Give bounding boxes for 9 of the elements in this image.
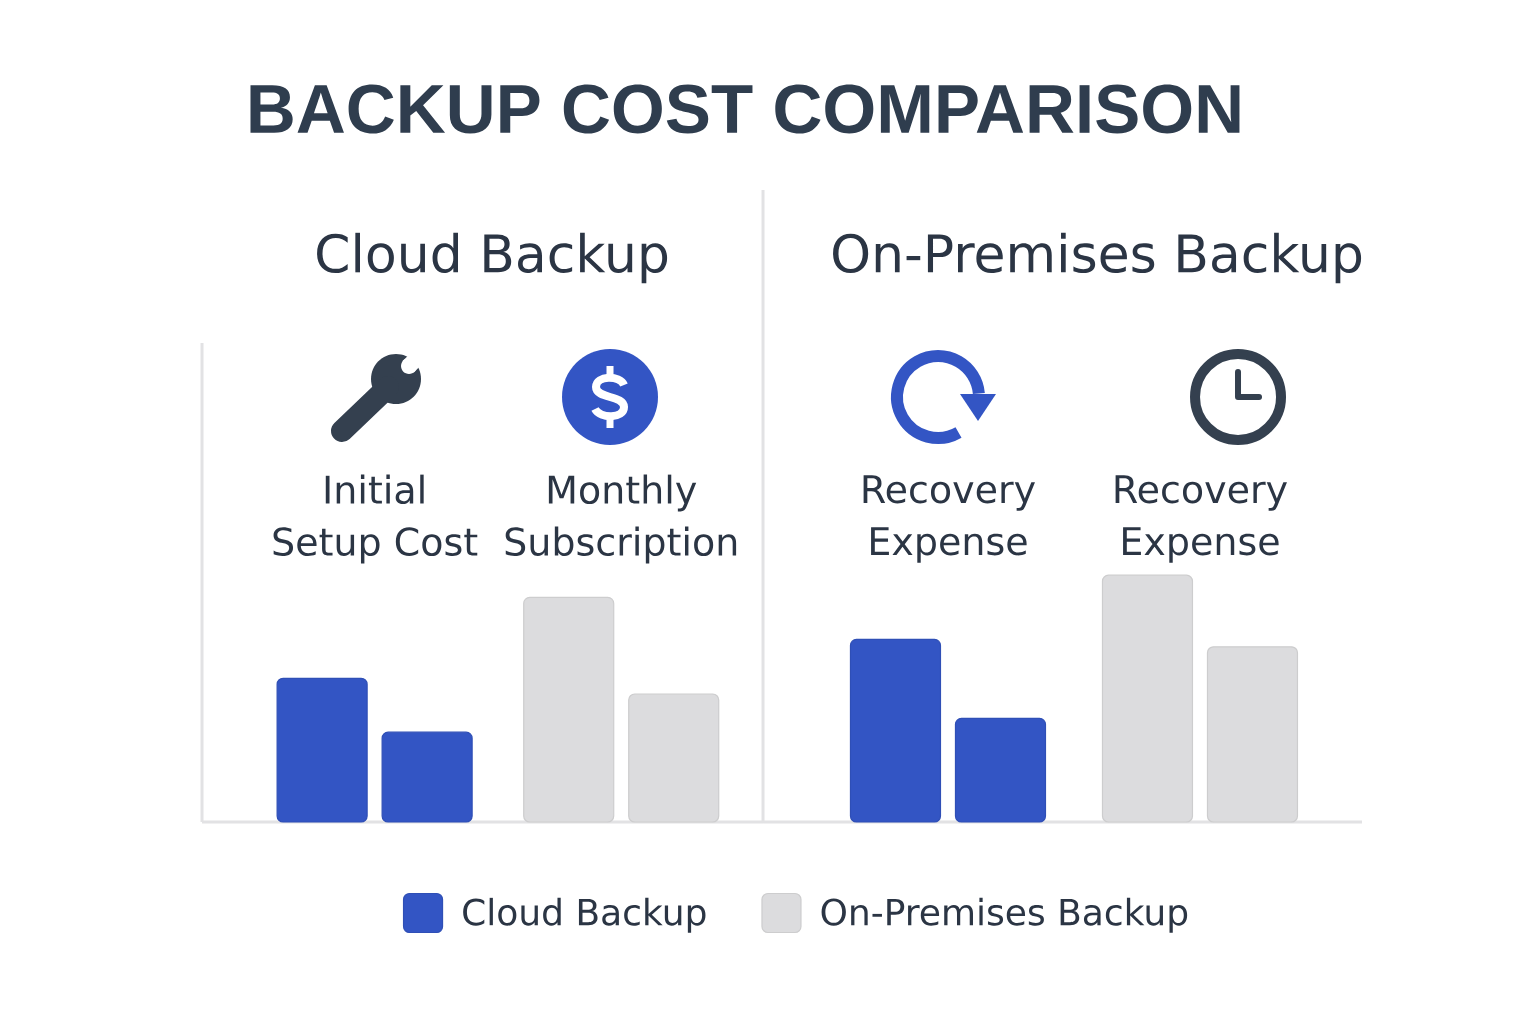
chart-subtitle: Cloud Backup [317, 232, 668, 284]
x-tick-label: Monthly Subscription [505, 474, 737, 564]
x-tick-label: Initial Setup Cost [273, 474, 478, 564]
legend-label: On-Premises Backup [821, 897, 1188, 933]
x-tick-label: Recovery Expense [1115, 475, 1287, 563]
x-tick-label: Recovery Expense [863, 475, 1035, 563]
legend-label: Cloud Backup [463, 897, 706, 933]
chart-subtitle: On-Premises Backup [833, 232, 1362, 284]
chart-title: BACKUP COST COMPARISON [250, 84, 1240, 134]
